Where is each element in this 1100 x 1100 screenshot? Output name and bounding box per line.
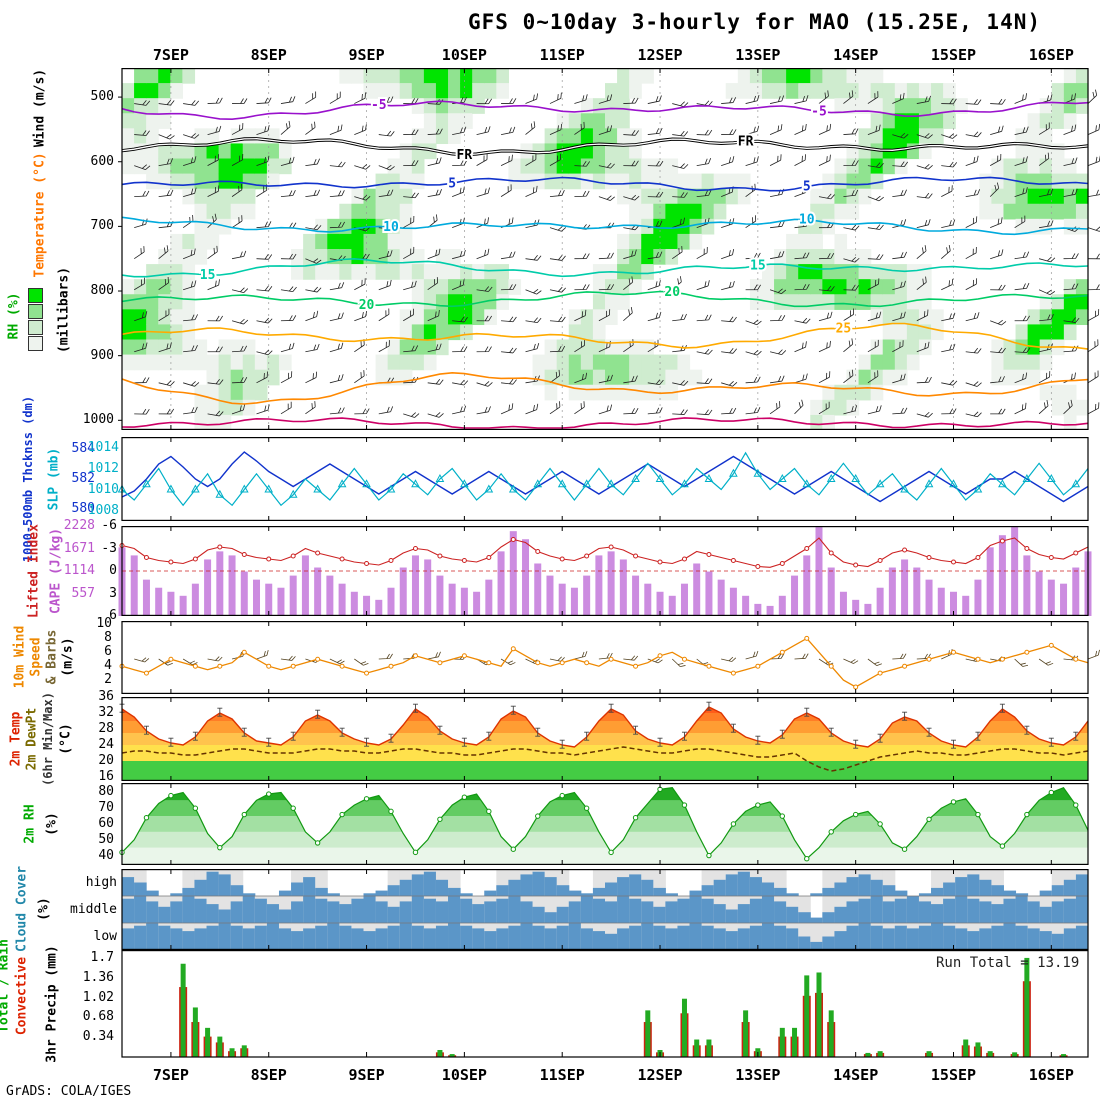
svg-text:20: 20 bbox=[664, 285, 680, 300]
p6-svg bbox=[119, 783, 1089, 866]
rh-legend-swatch bbox=[28, 336, 43, 351]
x-axis-day-label: 11SEP bbox=[539, 1066, 585, 1084]
svg-text:25: 25 bbox=[836, 322, 852, 337]
temp2m-panel bbox=[0, 697, 1100, 782]
upper-air-panel: -5 -5 FR FR 5 5 10 10 15 15 20 20 25 bbox=[0, 68, 1100, 431]
x-axis-day-label: 14SEP bbox=[833, 46, 879, 64]
svg-text:5: 5 bbox=[803, 179, 811, 194]
slp-thickness-panel bbox=[0, 437, 1100, 522]
x-axis-day-label: 12SEP bbox=[637, 1066, 683, 1084]
svg-text:5: 5 bbox=[448, 176, 456, 191]
wind10m-panel bbox=[0, 621, 1100, 695]
x-axis-day-label: 13SEP bbox=[735, 1066, 781, 1084]
x-axis-day-label: 10SEP bbox=[441, 1066, 487, 1084]
x-axis-day-label: 10SEP bbox=[441, 46, 487, 64]
grads-credit: GrADS: COLA/IGES bbox=[6, 1084, 132, 1099]
x-axis-day-label: 14SEP bbox=[833, 1066, 879, 1084]
svg-text:FR: FR bbox=[738, 135, 754, 150]
rh-legend-swatch bbox=[28, 320, 43, 335]
x-axis-day-label: 15SEP bbox=[930, 46, 977, 64]
rh2m-panel bbox=[0, 783, 1100, 866]
x-axis-day-label: 8SEP bbox=[250, 1066, 287, 1084]
rh-legend-swatch bbox=[28, 304, 43, 319]
svg-text:-5: -5 bbox=[371, 98, 387, 113]
x-axis-day-label: 9SEP bbox=[348, 1066, 385, 1084]
x-axis-day-label: 15SEP bbox=[930, 1066, 977, 1084]
svg-text:15: 15 bbox=[750, 259, 766, 274]
svg-text:-5: -5 bbox=[811, 105, 827, 120]
chart-title: GFS 0~10day 3-hourly for MAO (15.25E, 14… bbox=[468, 10, 1042, 34]
x-axis-day-label: 13SEP bbox=[735, 46, 781, 64]
p7-svg bbox=[121, 869, 1089, 951]
p4-svg bbox=[119, 621, 1100, 695]
x-axis-day-label: 7SEP bbox=[152, 46, 189, 64]
svg-text:20: 20 bbox=[359, 298, 375, 313]
p2-svg bbox=[117, 437, 1089, 522]
x-axis-day-label: 8SEP bbox=[250, 46, 287, 64]
p5-svg bbox=[119, 697, 1089, 782]
x-axis-day-label: 12SEP bbox=[637, 46, 683, 64]
x-axis-day-label: 16SEP bbox=[1028, 46, 1074, 64]
precip-panel bbox=[0, 950, 1100, 1062]
svg-text:15: 15 bbox=[200, 268, 216, 283]
x-axis-day-label: 11SEP bbox=[539, 46, 585, 64]
cape-li-panel bbox=[0, 526, 1100, 617]
cloud-cover-panel bbox=[0, 869, 1100, 951]
x-axis-day-label: 7SEP bbox=[152, 1066, 189, 1084]
x-axis-day-label: 16SEP bbox=[1028, 1066, 1074, 1084]
svg-text:FR: FR bbox=[457, 148, 473, 163]
x-axis-day-label: 9SEP bbox=[348, 46, 385, 64]
svg-text:10: 10 bbox=[799, 213, 815, 228]
rh-color-legend bbox=[28, 288, 43, 352]
p3-svg bbox=[118, 526, 1092, 617]
p8-svg bbox=[121, 950, 1089, 1058]
rh-legend-swatch bbox=[28, 288, 43, 303]
run-total-label: Run Total = 13.19 bbox=[936, 955, 1080, 971]
svg-text:10: 10 bbox=[383, 220, 399, 235]
